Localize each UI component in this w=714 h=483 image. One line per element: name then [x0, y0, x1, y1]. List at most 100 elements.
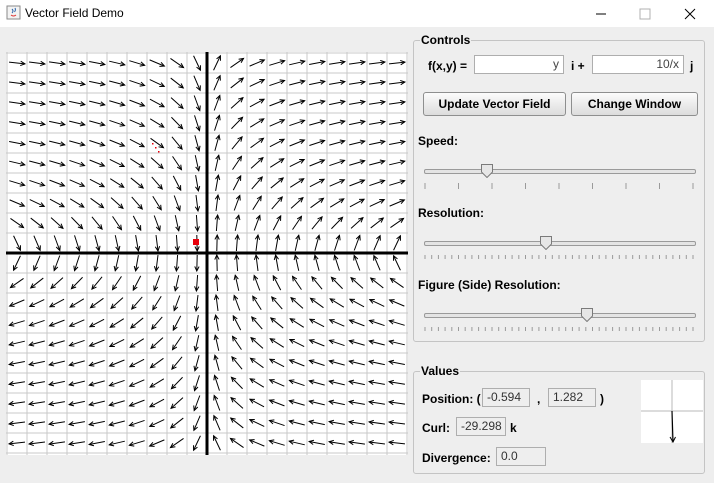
field-arrow-head: [319, 178, 326, 184]
field-arrow-head: [68, 322, 75, 327]
field-arrow-head: [48, 302, 55, 308]
field-arrow: [213, 395, 221, 411]
field-arrow-head: [70, 283, 77, 290]
field-arrow-head: [319, 99, 326, 105]
field-arrow-head: [195, 125, 201, 132]
resolution-slider-thumb[interactable]: [540, 236, 553, 250]
change-window-button[interactable]: Change Window: [571, 92, 698, 116]
i-label: i +: [571, 59, 585, 73]
field-arrow-head: [268, 439, 275, 445]
close-button[interactable]: [667, 0, 713, 27]
field-arrow: [289, 159, 305, 167]
field-arrow: [329, 100, 345, 106]
field-arrow: [8, 81, 26, 85]
field-arrow: [270, 317, 284, 329]
field-arrow: [349, 140, 365, 146]
field-arrow-head: [295, 234, 301, 241]
vector-field-plot[interactable]: [6, 52, 408, 455]
vector-field-canvas[interactable]: [6, 52, 408, 455]
field-arrow: [129, 440, 145, 446]
field-arrow-head: [214, 213, 220, 220]
field-arrow: [29, 360, 45, 366]
field-arrow-head: [148, 402, 155, 408]
field-arrow: [289, 60, 305, 66]
field-arrow-head: [248, 398, 255, 404]
field-arrow: [29, 421, 45, 425]
field-arrow: [89, 178, 105, 188]
field-arrow-head: [359, 139, 366, 145]
field-arrow-head: [177, 123, 184, 130]
field-arrow-head: [328, 379, 335, 385]
title-bar[interactable]: Vector Field Demo: [0, 0, 714, 27]
figure-resolution-slider[interactable]: [424, 305, 696, 335]
field-arrow: [153, 275, 161, 291]
update-vector-field-button[interactable]: Update Vector Field: [423, 92, 566, 116]
field-arrow-head: [170, 403, 176, 410]
field-arrow-head: [330, 276, 337, 283]
maximize-button[interactable]: [622, 0, 668, 27]
field-arrow-head: [158, 163, 164, 170]
field-arrow: [309, 80, 325, 86]
field-arrow: [94, 235, 100, 251]
field-arrow-head: [347, 419, 355, 426]
field-arrow: [174, 215, 180, 231]
speed-slider[interactable]: [424, 161, 696, 191]
field-arrow-head: [172, 325, 178, 332]
field-arrow-head: [250, 316, 257, 322]
field-arrow: [294, 235, 300, 251]
field-arrow-head: [277, 196, 284, 202]
field-arrow: [369, 160, 385, 166]
field-arrow: [232, 156, 242, 170]
field-arrow: [149, 98, 165, 108]
field-arrow: [214, 155, 220, 171]
speed-slider-thumb[interactable]: [480, 164, 493, 178]
field-arrow: [29, 101, 45, 105]
field-arrow-head: [108, 441, 115, 447]
field-arrow-head: [152, 304, 158, 311]
field-arrow: [49, 401, 65, 405]
field-arrow: [292, 216, 302, 230]
field-arrow: [390, 217, 404, 229]
field-arrow: [195, 214, 199, 232]
field-arrow-head: [194, 206, 201, 213]
field-arrow: [231, 356, 243, 370]
resolution-slider[interactable]: [424, 233, 696, 263]
field-arrow-head: [313, 254, 319, 261]
field-arrow-head: [50, 283, 56, 290]
field-arrow: [152, 195, 162, 211]
field-arrow: [215, 294, 219, 312]
field-arrow: [69, 179, 85, 187]
field-arrow: [309, 400, 325, 406]
divergence-value: 0.0: [496, 447, 546, 466]
field-arrow-head: [8, 361, 15, 367]
field-arrow: [49, 319, 65, 327]
field-arrow-head: [158, 122, 165, 128]
field-arrow: [269, 60, 285, 66]
minimize-button[interactable]: [578, 0, 624, 27]
field-arrow: [370, 277, 384, 289]
field-arrow: [69, 100, 85, 106]
field-arrow: [89, 120, 105, 126]
field-arrow-head: [387, 419, 394, 426]
field-arrow: [170, 397, 184, 409]
field-arrow-head: [53, 265, 59, 272]
position-close-paren: ): [600, 392, 604, 406]
field-arrow: [69, 140, 85, 146]
field-arrow-head: [234, 233, 240, 240]
field-arrow: [329, 140, 345, 146]
field-arrow: [150, 157, 164, 169]
field-arrow: [389, 121, 405, 125]
field-arrow: [171, 116, 183, 130]
field-arrow: [170, 97, 184, 109]
j-component-input[interactable]: 10/x: [592, 55, 684, 74]
figure-resolution-slider-thumb[interactable]: [581, 308, 594, 322]
field-arrow-head: [193, 306, 200, 313]
field-arrow-head: [156, 204, 162, 211]
field-arrow: [329, 61, 345, 65]
field-arrow-head: [67, 421, 75, 427]
field-arrow-head: [193, 445, 198, 452]
field-arrow-head: [387, 399, 394, 406]
i-component-input[interactable]: y: [474, 55, 564, 74]
field-arrow-head: [108, 342, 115, 348]
field-arrow: [349, 298, 365, 308]
